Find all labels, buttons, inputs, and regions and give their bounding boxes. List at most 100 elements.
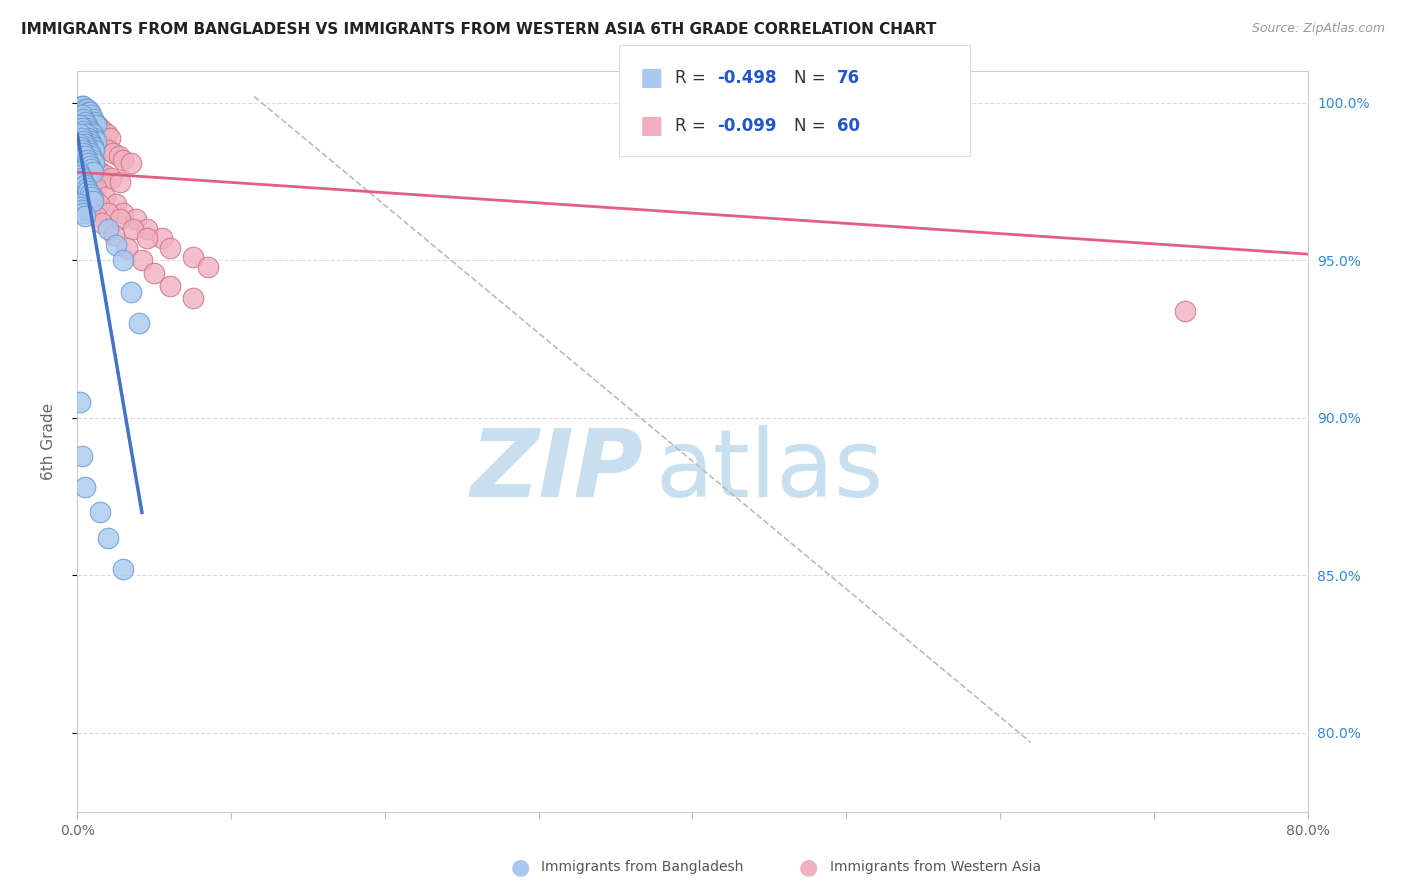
- Point: [69, 146, 91, 161]
- Point: [72, 112, 94, 126]
- Point: [94, 169, 117, 183]
- Text: IMMIGRANTS FROM BANGLADESH VS IMMIGRANTS FROM WESTERN ASIA 6TH GRADE CORRELATION: IMMIGRANTS FROM BANGLADESH VS IMMIGRANTS…: [21, 22, 936, 37]
- Text: 76: 76: [837, 69, 859, 87]
- Point: [89, 121, 111, 136]
- Point: [69, 128, 91, 142]
- Point: [79, 134, 101, 148]
- Point: [112, 153, 135, 167]
- Point: [70, 130, 93, 145]
- Text: N =: N =: [794, 117, 831, 135]
- Text: ■: ■: [640, 66, 664, 90]
- Text: ●: ●: [510, 857, 530, 877]
- Point: [76, 184, 98, 198]
- Point: [79, 124, 101, 138]
- Point: [84, 161, 107, 176]
- Point: [82, 128, 104, 142]
- Point: [69, 118, 91, 132]
- Point: [110, 175, 132, 189]
- Point: [79, 175, 101, 189]
- Point: [72, 149, 94, 163]
- Point: [73, 128, 96, 142]
- Point: [76, 102, 98, 116]
- Point: [93, 124, 115, 138]
- Point: [67, 196, 90, 211]
- Point: [80, 190, 103, 204]
- Point: [197, 260, 219, 274]
- Point: [97, 206, 120, 220]
- Point: [104, 196, 127, 211]
- Point: [83, 130, 105, 145]
- Text: N =: N =: [794, 69, 831, 87]
- Point: [70, 99, 93, 113]
- Point: [80, 112, 103, 126]
- Point: [73, 149, 96, 163]
- Point: [79, 146, 101, 161]
- Point: [80, 161, 103, 176]
- Point: [73, 169, 96, 183]
- Point: [79, 155, 101, 169]
- Text: R =: R =: [675, 117, 711, 135]
- Point: [69, 169, 91, 183]
- Point: [77, 105, 100, 120]
- Point: [80, 136, 103, 151]
- Point: [120, 155, 142, 169]
- Point: [100, 171, 122, 186]
- Point: [72, 146, 94, 161]
- Point: [83, 115, 105, 129]
- Point: [94, 190, 117, 204]
- Point: [67, 165, 90, 179]
- Point: [72, 175, 94, 189]
- Point: [181, 250, 204, 264]
- Point: [131, 253, 153, 268]
- Point: [125, 212, 148, 227]
- Point: [121, 222, 143, 236]
- Point: [79, 134, 101, 148]
- Point: [87, 196, 110, 211]
- Point: [82, 136, 104, 151]
- Point: [72, 206, 94, 220]
- Point: [86, 118, 108, 132]
- Point: [76, 153, 98, 167]
- Point: [76, 128, 98, 142]
- Point: [135, 231, 157, 245]
- Point: [84, 118, 107, 132]
- Point: [97, 222, 120, 236]
- Point: [73, 209, 96, 223]
- Point: [108, 149, 131, 163]
- Point: [70, 102, 93, 116]
- Point: [110, 212, 132, 227]
- Point: [70, 121, 93, 136]
- Point: [70, 108, 93, 122]
- Point: [159, 278, 181, 293]
- Point: [96, 128, 118, 142]
- Point: [112, 253, 135, 268]
- Point: [82, 194, 104, 208]
- Point: [90, 216, 114, 230]
- Point: [70, 165, 93, 179]
- Point: [73, 102, 96, 116]
- Point: [79, 187, 101, 202]
- Point: [76, 130, 98, 145]
- Point: [69, 140, 91, 154]
- Point: [79, 159, 101, 173]
- Point: [69, 200, 91, 214]
- Point: [84, 134, 107, 148]
- Text: -0.498: -0.498: [717, 69, 776, 87]
- Point: [72, 128, 94, 142]
- Point: [159, 241, 181, 255]
- Point: [135, 222, 157, 236]
- Text: ZIP: ZIP: [471, 425, 644, 517]
- Point: [103, 228, 125, 243]
- Point: [83, 115, 105, 129]
- Text: -0.099: -0.099: [717, 117, 776, 135]
- Point: [80, 128, 103, 142]
- Point: [77, 155, 100, 169]
- Point: [82, 165, 104, 179]
- Point: [77, 108, 100, 122]
- Text: ■: ■: [640, 114, 664, 138]
- Point: [73, 178, 96, 192]
- Point: [84, 181, 107, 195]
- Point: [97, 143, 120, 157]
- Point: [82, 112, 104, 126]
- Point: [73, 105, 96, 120]
